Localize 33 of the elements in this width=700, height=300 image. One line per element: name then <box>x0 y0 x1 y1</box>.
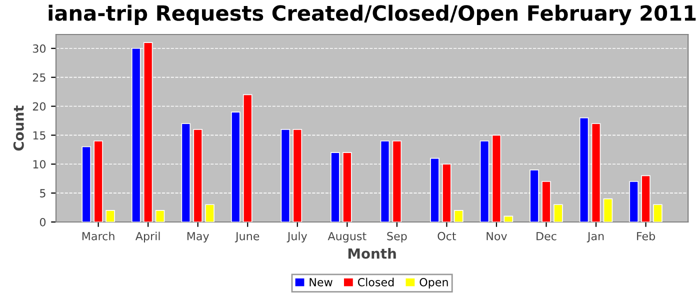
y-tick-label: 25 <box>32 73 46 82</box>
x-tick-label: May <box>187 232 210 242</box>
x-tick-label: June <box>234 232 260 242</box>
bar <box>155 210 165 222</box>
x-tick-label: Dec <box>536 232 556 240</box>
y-tick-label: 0 <box>40 218 46 226</box>
x-tick-label: August <box>328 232 366 242</box>
bar <box>504 216 514 222</box>
bar <box>653 204 662 222</box>
bar <box>205 204 214 222</box>
legend-label: Open <box>420 278 448 289</box>
legend-label: New <box>310 278 332 286</box>
x-tick-label: Oct <box>438 232 456 240</box>
y-tick-label: 30 <box>32 44 46 53</box>
y-tick-label: 5 <box>40 189 46 198</box>
chart-title: iana-trip Requests Created/Closed/Open February 2011 <box>48 4 696 26</box>
y-tick-label: 10 <box>33 160 46 169</box>
x-tick-label: Jan <box>586 232 604 242</box>
bar <box>554 204 563 222</box>
bar <box>106 210 115 222</box>
x-axis-title: Month <box>348 248 396 259</box>
x-tick-label: Nov <box>486 232 507 240</box>
y-tick-label: 15 <box>33 131 46 140</box>
x-tick-label: Feb <box>637 232 656 240</box>
legend-label: Closed <box>358 278 394 286</box>
bar <box>603 198 613 222</box>
x-tick-label: Sep <box>387 232 407 242</box>
x-tick-label: April <box>135 232 160 242</box>
y-axis-title: Count <box>13 105 24 151</box>
x-tick-label: July <box>286 232 308 242</box>
x-tick-label: March <box>82 232 114 240</box>
y-tick-label: 20 <box>32 102 46 111</box>
bar <box>454 210 464 222</box>
